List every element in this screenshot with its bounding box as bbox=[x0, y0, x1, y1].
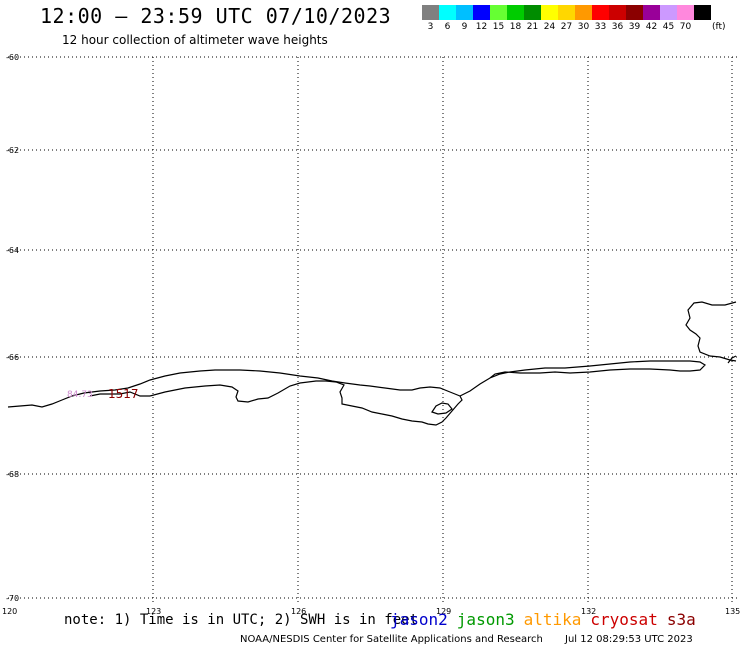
legend-label: 9 bbox=[461, 22, 468, 32]
satellite-name: jason2 bbox=[390, 610, 448, 629]
swh-label-pink: 84.73 bbox=[67, 390, 93, 400]
lat-label: -66 bbox=[6, 353, 19, 362]
legend-label: 24 bbox=[543, 22, 556, 32]
legend-label: 42 bbox=[645, 22, 658, 32]
lon-label: 132 bbox=[581, 607, 596, 616]
legend-label: 15 bbox=[492, 22, 505, 32]
legend-swatch bbox=[473, 5, 490, 20]
lat-label: -60 bbox=[6, 53, 19, 62]
lat-label: -68 bbox=[6, 470, 19, 479]
legend-swatch bbox=[677, 5, 694, 20]
legend-label: 30 bbox=[577, 22, 590, 32]
legend-label: 12 bbox=[475, 22, 488, 32]
legend-swatch bbox=[694, 5, 711, 20]
legend-swatch bbox=[575, 5, 592, 20]
legend-label: 39 bbox=[628, 22, 641, 32]
satellite-name: cryosat bbox=[590, 610, 658, 629]
legend-label: 6 bbox=[444, 22, 451, 32]
satellite-name: altika bbox=[523, 610, 582, 629]
lon-label: 123 bbox=[146, 607, 161, 616]
legend-swatch bbox=[592, 5, 609, 20]
legend-swatch bbox=[507, 5, 524, 20]
legend-swatch bbox=[609, 5, 626, 20]
legend-label: 27 bbox=[560, 22, 573, 32]
lon-label: 120 bbox=[2, 607, 17, 616]
map-subtitle: 12 hour collection of altimeter wave hei… bbox=[62, 33, 328, 47]
legend-swatch bbox=[422, 5, 439, 20]
lat-label: -64 bbox=[6, 246, 19, 255]
legend-swatch bbox=[439, 5, 456, 20]
legend-label: 45 bbox=[662, 22, 675, 32]
generated-timestamp: Jul 12 08:29:53 UTC 2023 bbox=[565, 634, 693, 645]
satellite-legend: jason2 jason3 altika cryosat s3a bbox=[390, 610, 696, 629]
legend-swatch bbox=[660, 5, 677, 20]
lat-label: -62 bbox=[6, 146, 19, 155]
legend-label: 33 bbox=[594, 22, 607, 32]
lon-label: 135 bbox=[725, 607, 740, 616]
legend-swatch bbox=[524, 5, 541, 20]
legend-swatch bbox=[626, 5, 643, 20]
legend-label: 70 bbox=[679, 22, 692, 32]
legend-swatch bbox=[541, 5, 558, 20]
lon-label: 126 bbox=[291, 607, 306, 616]
legend-swatch bbox=[558, 5, 575, 20]
legend-label: 3 bbox=[427, 22, 434, 32]
legend-unit: (ft) bbox=[712, 22, 726, 32]
graticule bbox=[8, 56, 740, 605]
lat-label: -70 bbox=[6, 594, 19, 603]
satellite-name: s3a bbox=[666, 610, 696, 629]
lon-label: 129 bbox=[436, 607, 451, 616]
map-title: 12:00 – 23:59 UTC 07/10/2023 bbox=[40, 4, 392, 28]
color-legend bbox=[422, 5, 711, 20]
credit-text: NOAA/NESDIS Center for Satellite Applica… bbox=[240, 634, 543, 645]
coastline bbox=[7, 301, 737, 426]
satellite-name: jason3 bbox=[456, 610, 515, 629]
legend-swatch bbox=[643, 5, 660, 20]
legend-swatch bbox=[456, 5, 473, 20]
legend-label: 18 bbox=[509, 22, 522, 32]
legend-label: 21 bbox=[526, 22, 539, 32]
legend-label: 36 bbox=[611, 22, 624, 32]
footer-note: note: 1) Time is in UTC; 2) SWH is in fe… bbox=[64, 612, 419, 628]
legend-swatch bbox=[490, 5, 507, 20]
swh-label-darkred: 1517 bbox=[108, 387, 139, 401]
